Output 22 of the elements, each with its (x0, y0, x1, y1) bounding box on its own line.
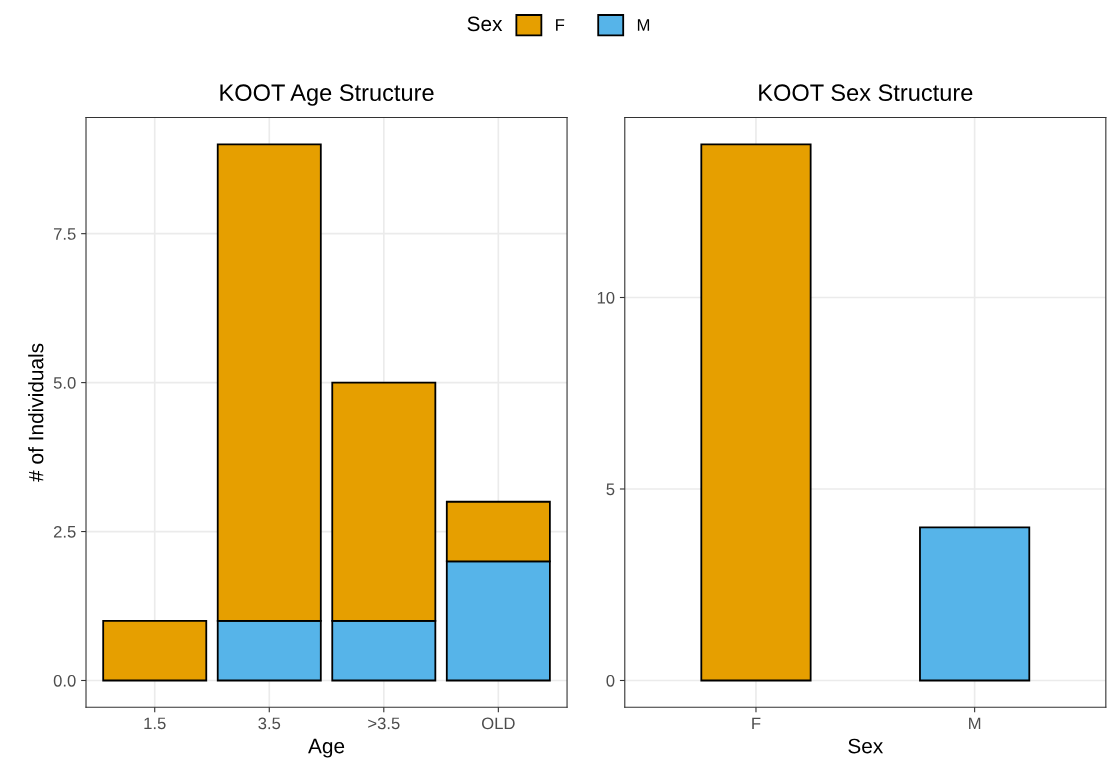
y-axis-title: # of Individuals (28, 343, 44, 482)
x-tick-label: OLD (481, 717, 515, 730)
y-tick-label: 2.5 (53, 525, 76, 538)
y-tick-label: 10 (597, 291, 615, 304)
legend-label: M (637, 19, 650, 31)
x-tick-label: 3.5 (258, 717, 281, 730)
chart-title: KOOT Age Structure (220, 84, 434, 106)
y-tick-label: 5 (606, 483, 615, 496)
y-tick-label: 0 (606, 674, 615, 687)
y-tick-label: 5.0 (53, 377, 76, 389)
chart-title: KOOT Sex Structure (759, 84, 973, 102)
x-tick-label: M (969, 717, 981, 730)
x-tick-label: F (752, 717, 761, 730)
x-tick-label: 1.5 (144, 717, 166, 730)
y-tick-label: 7.5 (53, 228, 76, 240)
x-axis-title: Sex (848, 738, 884, 754)
legend-label: F (556, 19, 565, 31)
x-tick-label: >3.5 (368, 717, 400, 730)
x-axis-title: Age (308, 738, 345, 758)
legend-title: Sex (467, 16, 503, 32)
y-tick-label: 0.0 (53, 674, 76, 687)
bar (102, 620, 208, 682)
